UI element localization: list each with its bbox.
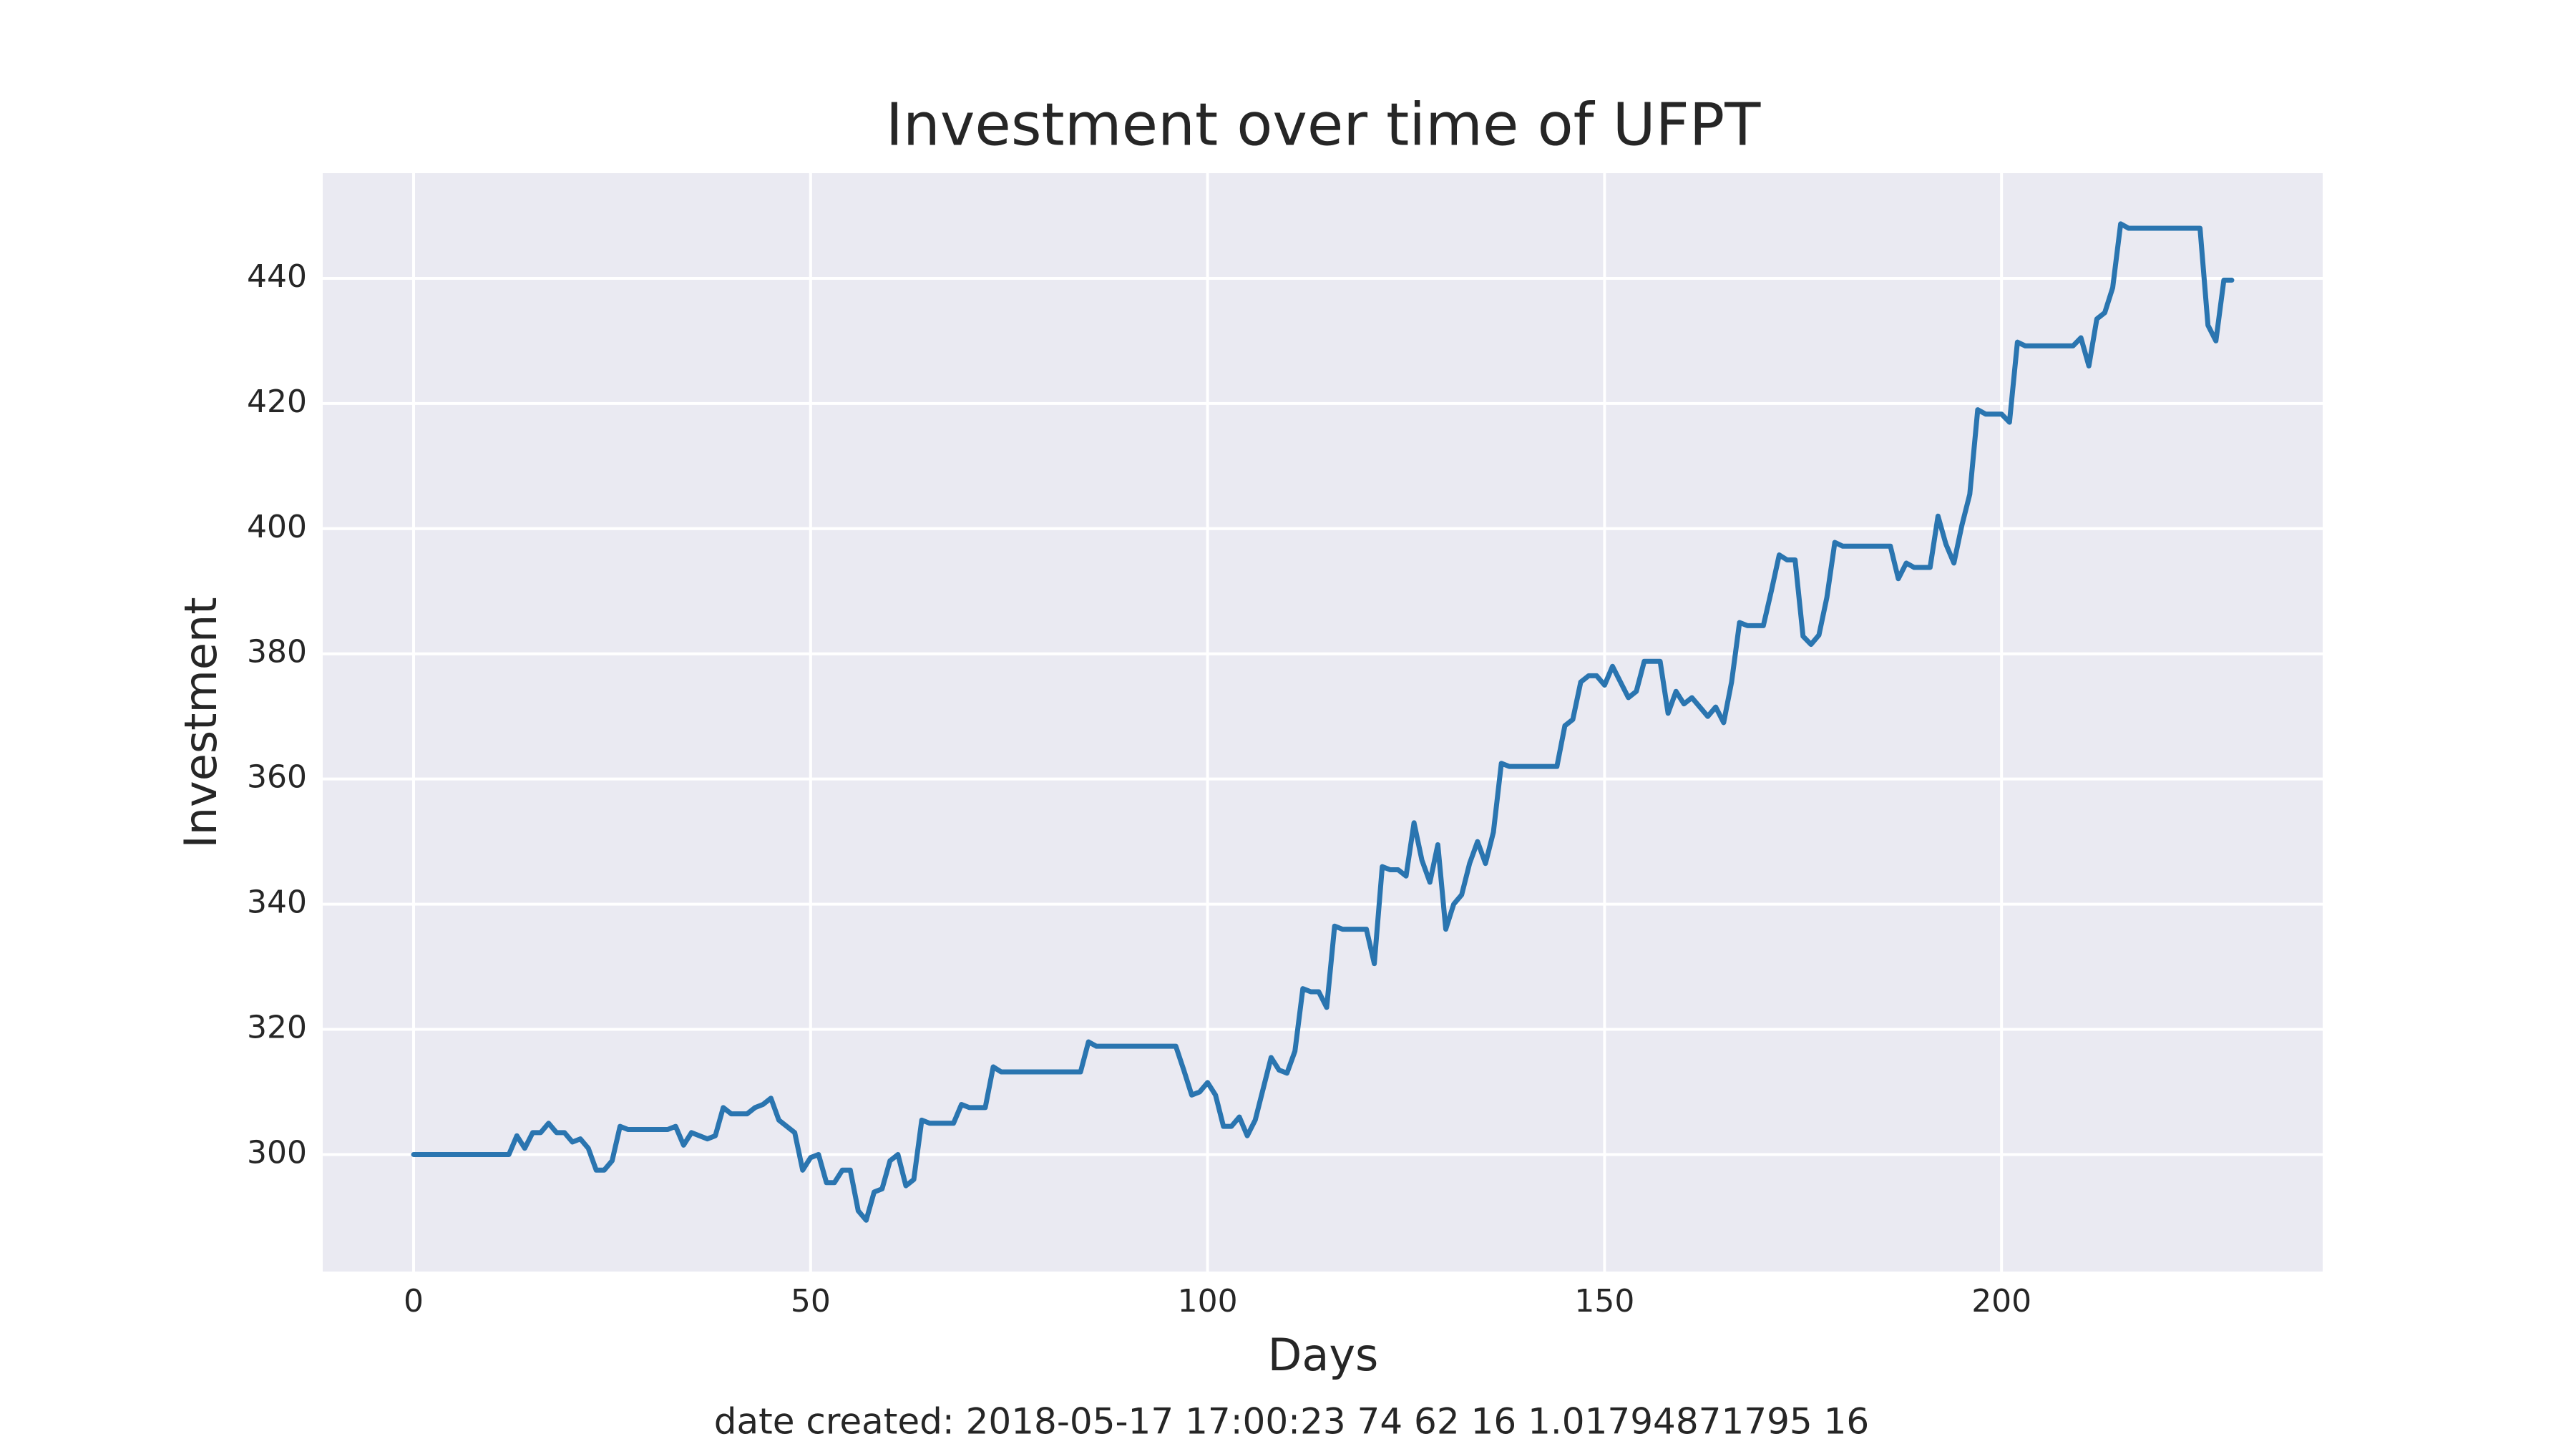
chart-title: Investment over time of UFPT	[886, 91, 1762, 159]
data-line	[411, 221, 2235, 1223]
y-tick-label: 440	[247, 258, 307, 295]
x-tick-label: 150	[1574, 1283, 1634, 1319]
footnote: date created: 2018-05-17 17:00:23 74 62 …	[714, 1401, 1869, 1443]
y-tick-label: 360	[247, 759, 307, 796]
y-tick-label: 300	[247, 1134, 307, 1171]
x-tick-label: 100	[1178, 1283, 1238, 1319]
x-tick-label: 200	[1971, 1283, 2031, 1319]
x-tick-label: 50	[791, 1283, 831, 1319]
y-tick-label: 400	[247, 509, 307, 545]
y-tick-label: 340	[247, 884, 307, 921]
y-tick-label: 320	[247, 1010, 307, 1046]
y-axis-label: Investment	[175, 597, 227, 848]
plot-area	[323, 173, 2323, 1272]
y-tick-label: 420	[247, 384, 307, 420]
x-axis-label: Days	[1268, 1329, 1379, 1381]
x-tick-label: 0	[404, 1283, 424, 1319]
y-tick-label: 380	[247, 634, 307, 670]
